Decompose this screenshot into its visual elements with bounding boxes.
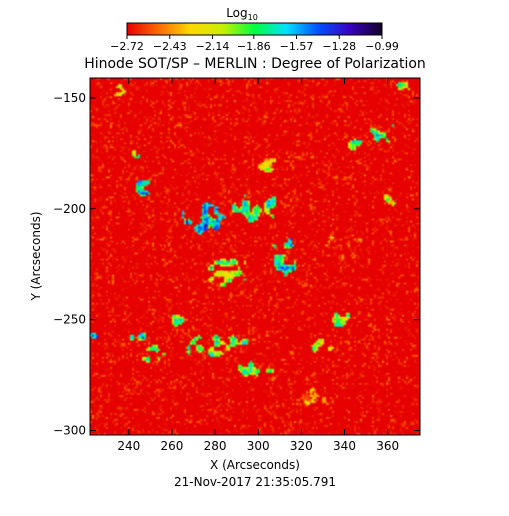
colorbar-label-sub: 10: [248, 13, 258, 22]
x-tick-label: 340: [333, 439, 356, 453]
x-tick-label: 280: [204, 439, 227, 453]
colorbar-tick-label: −1.86: [237, 40, 271, 53]
y-tick-label: −250: [53, 313, 86, 327]
y-tick-label: −200: [53, 202, 86, 216]
y-axis-label: Y (Arcseconds): [29, 211, 43, 301]
plot-area: [89, 77, 421, 436]
colorbar-tick-label: −1.28: [322, 40, 356, 53]
y-tick-label: −300: [53, 424, 86, 438]
x-tick-label: 300: [247, 439, 270, 453]
x-tick-label: 360: [376, 439, 399, 453]
colorbar-ticks: −2.72 −2.43 −2.14 −1.86 −1.57 −1.28 −0.99: [110, 35, 399, 53]
colorbar-label: Log10: [226, 6, 258, 22]
y-tick-label: −150: [53, 91, 86, 105]
x-axis: 240 260 280 300 320 340 360: [117, 78, 399, 453]
plot-frame: [89, 77, 421, 436]
colorbar-tick-label: −2.72: [110, 40, 144, 53]
colorbar-label-main: Log: [226, 6, 247, 20]
colorbar: [126, 22, 383, 36]
colorbar-tick-label: −2.43: [153, 40, 187, 53]
y-axis: −150 −200 −250 −300: [53, 91, 420, 438]
x-axis-label: X (Arcseconds): [210, 458, 300, 472]
chart-title: Hinode SOT/SP – MERLIN : Degree of Polar…: [84, 56, 426, 72]
heatmap: [90, 78, 420, 435]
colorbar-tick-label: −1.57: [280, 40, 314, 53]
timestamp: 21-Nov-2017 21:35:05.791: [174, 475, 336, 489]
colorbar-tick-label: −0.99: [365, 40, 399, 53]
x-tick-label: 260: [161, 439, 184, 453]
x-tick-label: 320: [290, 439, 313, 453]
colorbar-tick-label: −2.14: [196, 40, 230, 53]
x-tick-label: 240: [117, 439, 140, 453]
